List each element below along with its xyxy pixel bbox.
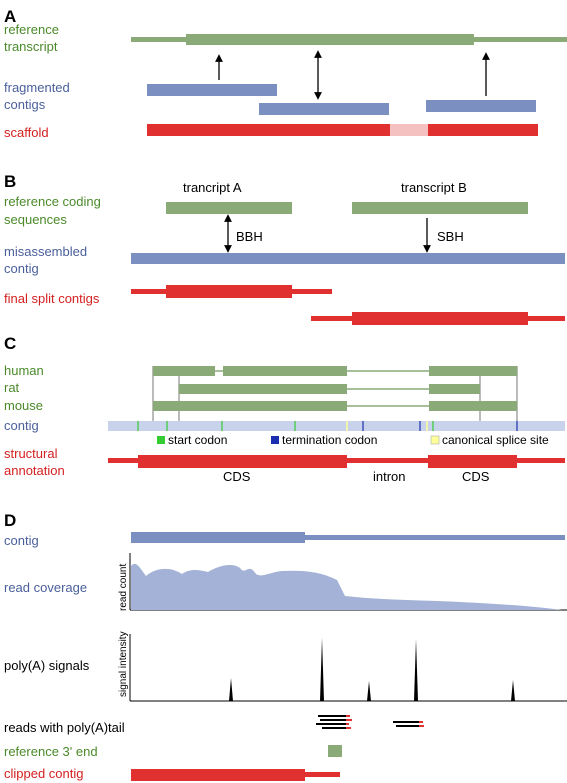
label-mouse: mouse — [4, 398, 43, 413]
mouse-transcript — [153, 401, 517, 411]
contig-d-bar — [131, 532, 565, 543]
panel-b-letter: B — [4, 172, 16, 191]
legend-termination-codon-swatch — [271, 436, 279, 444]
label-contig-c: contig — [4, 418, 39, 433]
legend-termination-codon: termination codon — [282, 433, 377, 447]
reference-3prime-block — [328, 745, 342, 757]
polya-reads-cluster-2 — [393, 721, 424, 727]
label-sbh: SBH — [437, 229, 464, 244]
label-contig-d: contig — [4, 533, 39, 548]
label-cds-right: CDS — [462, 469, 490, 484]
coding-seq-b — [352, 202, 528, 214]
label-structural-2: annotation — [4, 463, 65, 478]
legend-splice-site-swatch — [430, 435, 440, 445]
axis-read-count: read count — [118, 564, 129, 611]
label-reference-transcript-1: reference — [4, 22, 59, 37]
label-reference-coding-2: sequences — [4, 212, 67, 227]
coding-seq-a — [166, 202, 292, 214]
label-transcript-b: transcript B — [401, 180, 467, 195]
human-transcript — [153, 366, 517, 376]
split-contig-2 — [311, 312, 565, 325]
rat-transcript — [179, 384, 480, 394]
label-reference-coding-1: reference coding — [4, 194, 101, 209]
scaffold-bar — [147, 124, 538, 136]
polya-signal-peaks — [229, 638, 515, 701]
label-bbh: BBH — [236, 229, 263, 244]
label-structural-1: structural — [4, 446, 58, 461]
label-scaffold: scaffold — [4, 125, 49, 140]
label-misassembled-1: misassembled — [4, 244, 87, 259]
label-human: human — [4, 363, 44, 378]
label-cds-left: CDS — [223, 469, 251, 484]
reference-transcript-bar — [131, 34, 567, 45]
fragment-contig-1 — [147, 84, 277, 96]
label-fragmented-contigs-2: contigs — [4, 97, 46, 112]
label-fragmented-contigs-1: fragmented — [4, 80, 70, 95]
panel-a-letter: A — [4, 7, 16, 26]
structural-annotation-track — [108, 455, 565, 468]
contig-track — [108, 421, 565, 431]
label-final-split-contigs: final split contigs — [4, 291, 100, 306]
legend-start-codon: start codon — [168, 433, 227, 447]
label-reads-polya: reads with poly(A)tail — [4, 720, 125, 735]
label-reference-transcript-2: transcript — [4, 39, 58, 54]
split-contig-1 — [131, 285, 332, 298]
panel-d-letter: D — [4, 511, 16, 530]
legend-start-codon-swatch — [157, 436, 165, 444]
label-reference-3prime: reference 3' end — [4, 744, 98, 759]
misassembled-contig-bar — [131, 253, 565, 264]
label-clipped-contig: clipped contig — [4, 766, 84, 781]
axis-signal-intensity: signal intensity — [118, 631, 129, 697]
label-polya-signals: poly(A) signals — [4, 658, 90, 673]
label-transcript-a: trancript A — [183, 180, 242, 195]
codon-markers — [137, 421, 518, 431]
fragment-contig-2 — [259, 103, 389, 115]
fragment-contig-3 — [426, 100, 536, 112]
legend-splice-site: canonical splice site — [442, 433, 549, 447]
read-coverage-area — [131, 563, 562, 610]
label-read-coverage: read coverage — [4, 580, 87, 595]
label-intron: intron — [373, 469, 406, 484]
polya-reads-cluster-1 — [316, 715, 352, 729]
label-rat: rat — [4, 380, 20, 395]
clipped-contig-bar — [131, 769, 340, 781]
panel-c-letter: C — [4, 334, 16, 353]
label-misassembled-2: contig — [4, 261, 39, 276]
